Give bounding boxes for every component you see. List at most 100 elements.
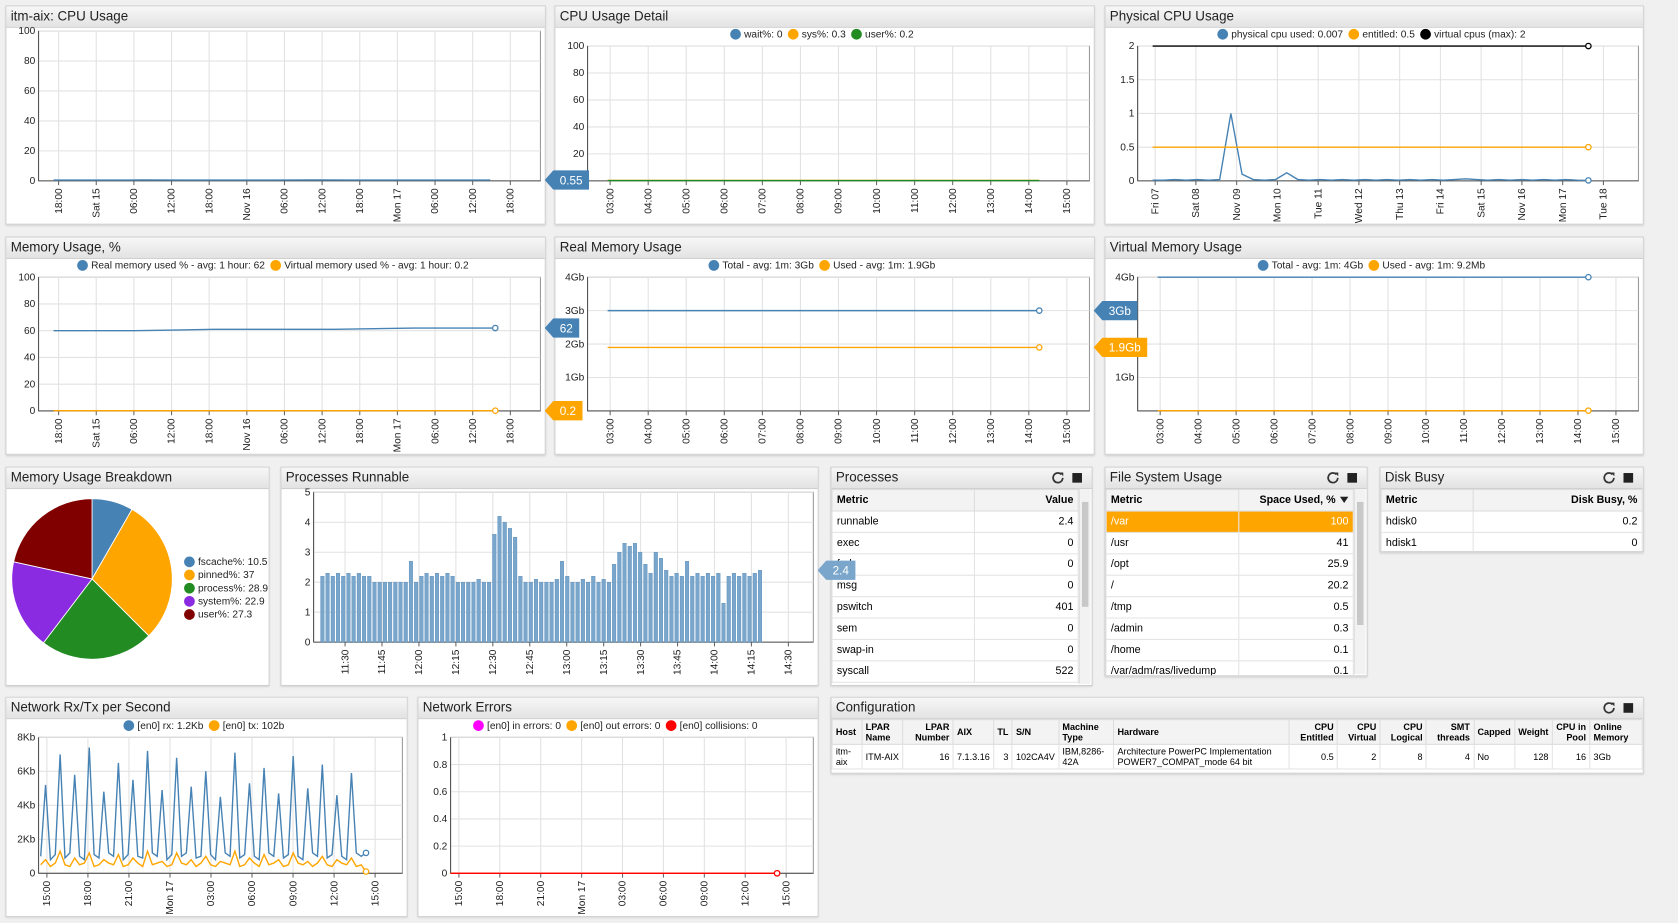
x-tick-label: 12:00: [329, 880, 340, 906]
bar: [352, 576, 356, 642]
legend-label: Used - avg: 1m: 1.9Gb: [833, 261, 936, 272]
table-cell: exec: [832, 532, 974, 553]
plot-area: [39, 277, 541, 411]
legend-label: [en0] in errors: 0: [487, 721, 561, 732]
bar: [326, 573, 330, 642]
x-tick-label: 14:00: [1024, 188, 1035, 214]
table-cell: /admin: [1106, 618, 1239, 639]
end-marker: [1586, 178, 1591, 183]
bar: [331, 576, 335, 642]
table-cell: 0.5: [1290, 744, 1338, 769]
x-tick-label: 12:00: [317, 418, 328, 444]
table-cell: 2.4: [974, 511, 1078, 532]
x-tick-label: 06:00: [659, 880, 670, 906]
panel-icons[interactable]: [1051, 471, 1085, 485]
column-header: S/N: [1012, 720, 1058, 745]
column-header: Metric: [832, 490, 974, 511]
panel-title: Processes: [836, 470, 898, 485]
legend-swatch: [184, 609, 195, 620]
column-header: Disk Busy, %: [1473, 490, 1642, 511]
bar: [737, 576, 741, 642]
chart: 02040608010003:0004:0005:0006:0007:0008:…: [555, 6, 1093, 223]
x-tick-label: 18:00: [506, 418, 517, 444]
legend-item: [en0] rx: 1.2Kb: [123, 720, 203, 732]
bar: [680, 576, 684, 642]
bar: [321, 576, 325, 642]
value-badge: 2.4: [818, 561, 856, 580]
x-tick-label: 14:00: [710, 649, 721, 675]
table-cell: /home: [1106, 639, 1239, 660]
x-tick-label: Nov 09: [1232, 188, 1243, 221]
y-tick-label: 0: [305, 637, 311, 648]
legend-item: [en0] in errors: 0: [473, 720, 561, 732]
x-tick-label: 12:00: [167, 188, 178, 214]
column-header: Space Used, %: [1239, 490, 1353, 511]
x-tick-label: 12:15: [451, 649, 462, 675]
x-tick-label: 11:30: [340, 649, 351, 674]
legend-item: Virtual memory used % - avg: 1 hour: 0.2: [270, 260, 469, 272]
bar: [399, 582, 403, 642]
table-cell: /opt: [1106, 554, 1239, 575]
legend-label: fscache%: 10.5: [198, 557, 268, 568]
legend-swatch: [77, 260, 88, 271]
table-cell: sem: [832, 618, 974, 639]
sort-indicator[interactable]: [1340, 497, 1349, 503]
x-tick-label: 15:00: [781, 880, 792, 906]
bar: [524, 582, 528, 642]
x-tick-label: 15:00: [1062, 418, 1073, 444]
legend-swatch: [184, 570, 195, 581]
x-tick-label: 13:00: [1535, 418, 1546, 444]
scrollbar[interactable]: [1079, 489, 1091, 684]
scrollbar[interactable]: [1354, 489, 1366, 674]
x-tick-label: 13:15: [599, 649, 610, 675]
panel-icons[interactable]: [1602, 471, 1636, 485]
panel-icons[interactable]: [1602, 701, 1636, 715]
y-tick-label: 6Kb: [17, 767, 35, 778]
x-tick-label: 06:00: [1269, 418, 1280, 444]
x-tick-label: 14:00: [1024, 418, 1035, 444]
x-tick-label: 18:00: [355, 418, 366, 444]
legend-swatch: [788, 29, 799, 40]
column-header: CPU Virtual: [1337, 720, 1380, 745]
y-tick-label: 0: [30, 868, 36, 879]
x-tick-label: 18:00: [355, 188, 366, 214]
scroll-thumb[interactable]: [1357, 502, 1363, 625]
bar: [508, 528, 512, 642]
bar: [565, 576, 569, 642]
panel: Processes MetricValuerunnable2.4exec0for…: [830, 467, 1092, 686]
legend-item: [en0] tx: 102b: [209, 720, 285, 732]
y-tick-label: 1.5: [1120, 75, 1134, 86]
x-tick-label: 06:00: [129, 188, 140, 214]
table-body: MetricValuerunnable2.4exec0fork0msg0pswi…: [832, 489, 1079, 683]
panel-title: Configuration: [836, 700, 916, 715]
table-cell: 0.3: [1239, 618, 1353, 639]
x-tick-label: 15:00: [1062, 188, 1073, 214]
x-tick-label: 18:00: [83, 880, 94, 906]
x-tick-label: 07:00: [758, 418, 769, 444]
x-tick-label: 07:00: [1307, 418, 1318, 444]
column-header: CPU in Pool: [1552, 720, 1590, 745]
x-tick-label: 18:00: [204, 418, 215, 444]
legend-label: sys%: 0.3: [802, 29, 846, 40]
x-tick-label: 06:00: [720, 418, 731, 444]
x-tick-label: 21:00: [536, 880, 547, 906]
table-cell: 16: [1552, 744, 1590, 769]
column-header: Online Memory: [1590, 720, 1642, 745]
end-marker: [1037, 308, 1042, 313]
scroll-thumb[interactable]: [1082, 502, 1088, 607]
table-cell: 8: [1380, 744, 1426, 769]
bar: [362, 576, 366, 642]
panel-icons[interactable]: [1326, 471, 1360, 485]
column-header: CPU Logical: [1380, 720, 1426, 745]
bar: [503, 522, 507, 642]
